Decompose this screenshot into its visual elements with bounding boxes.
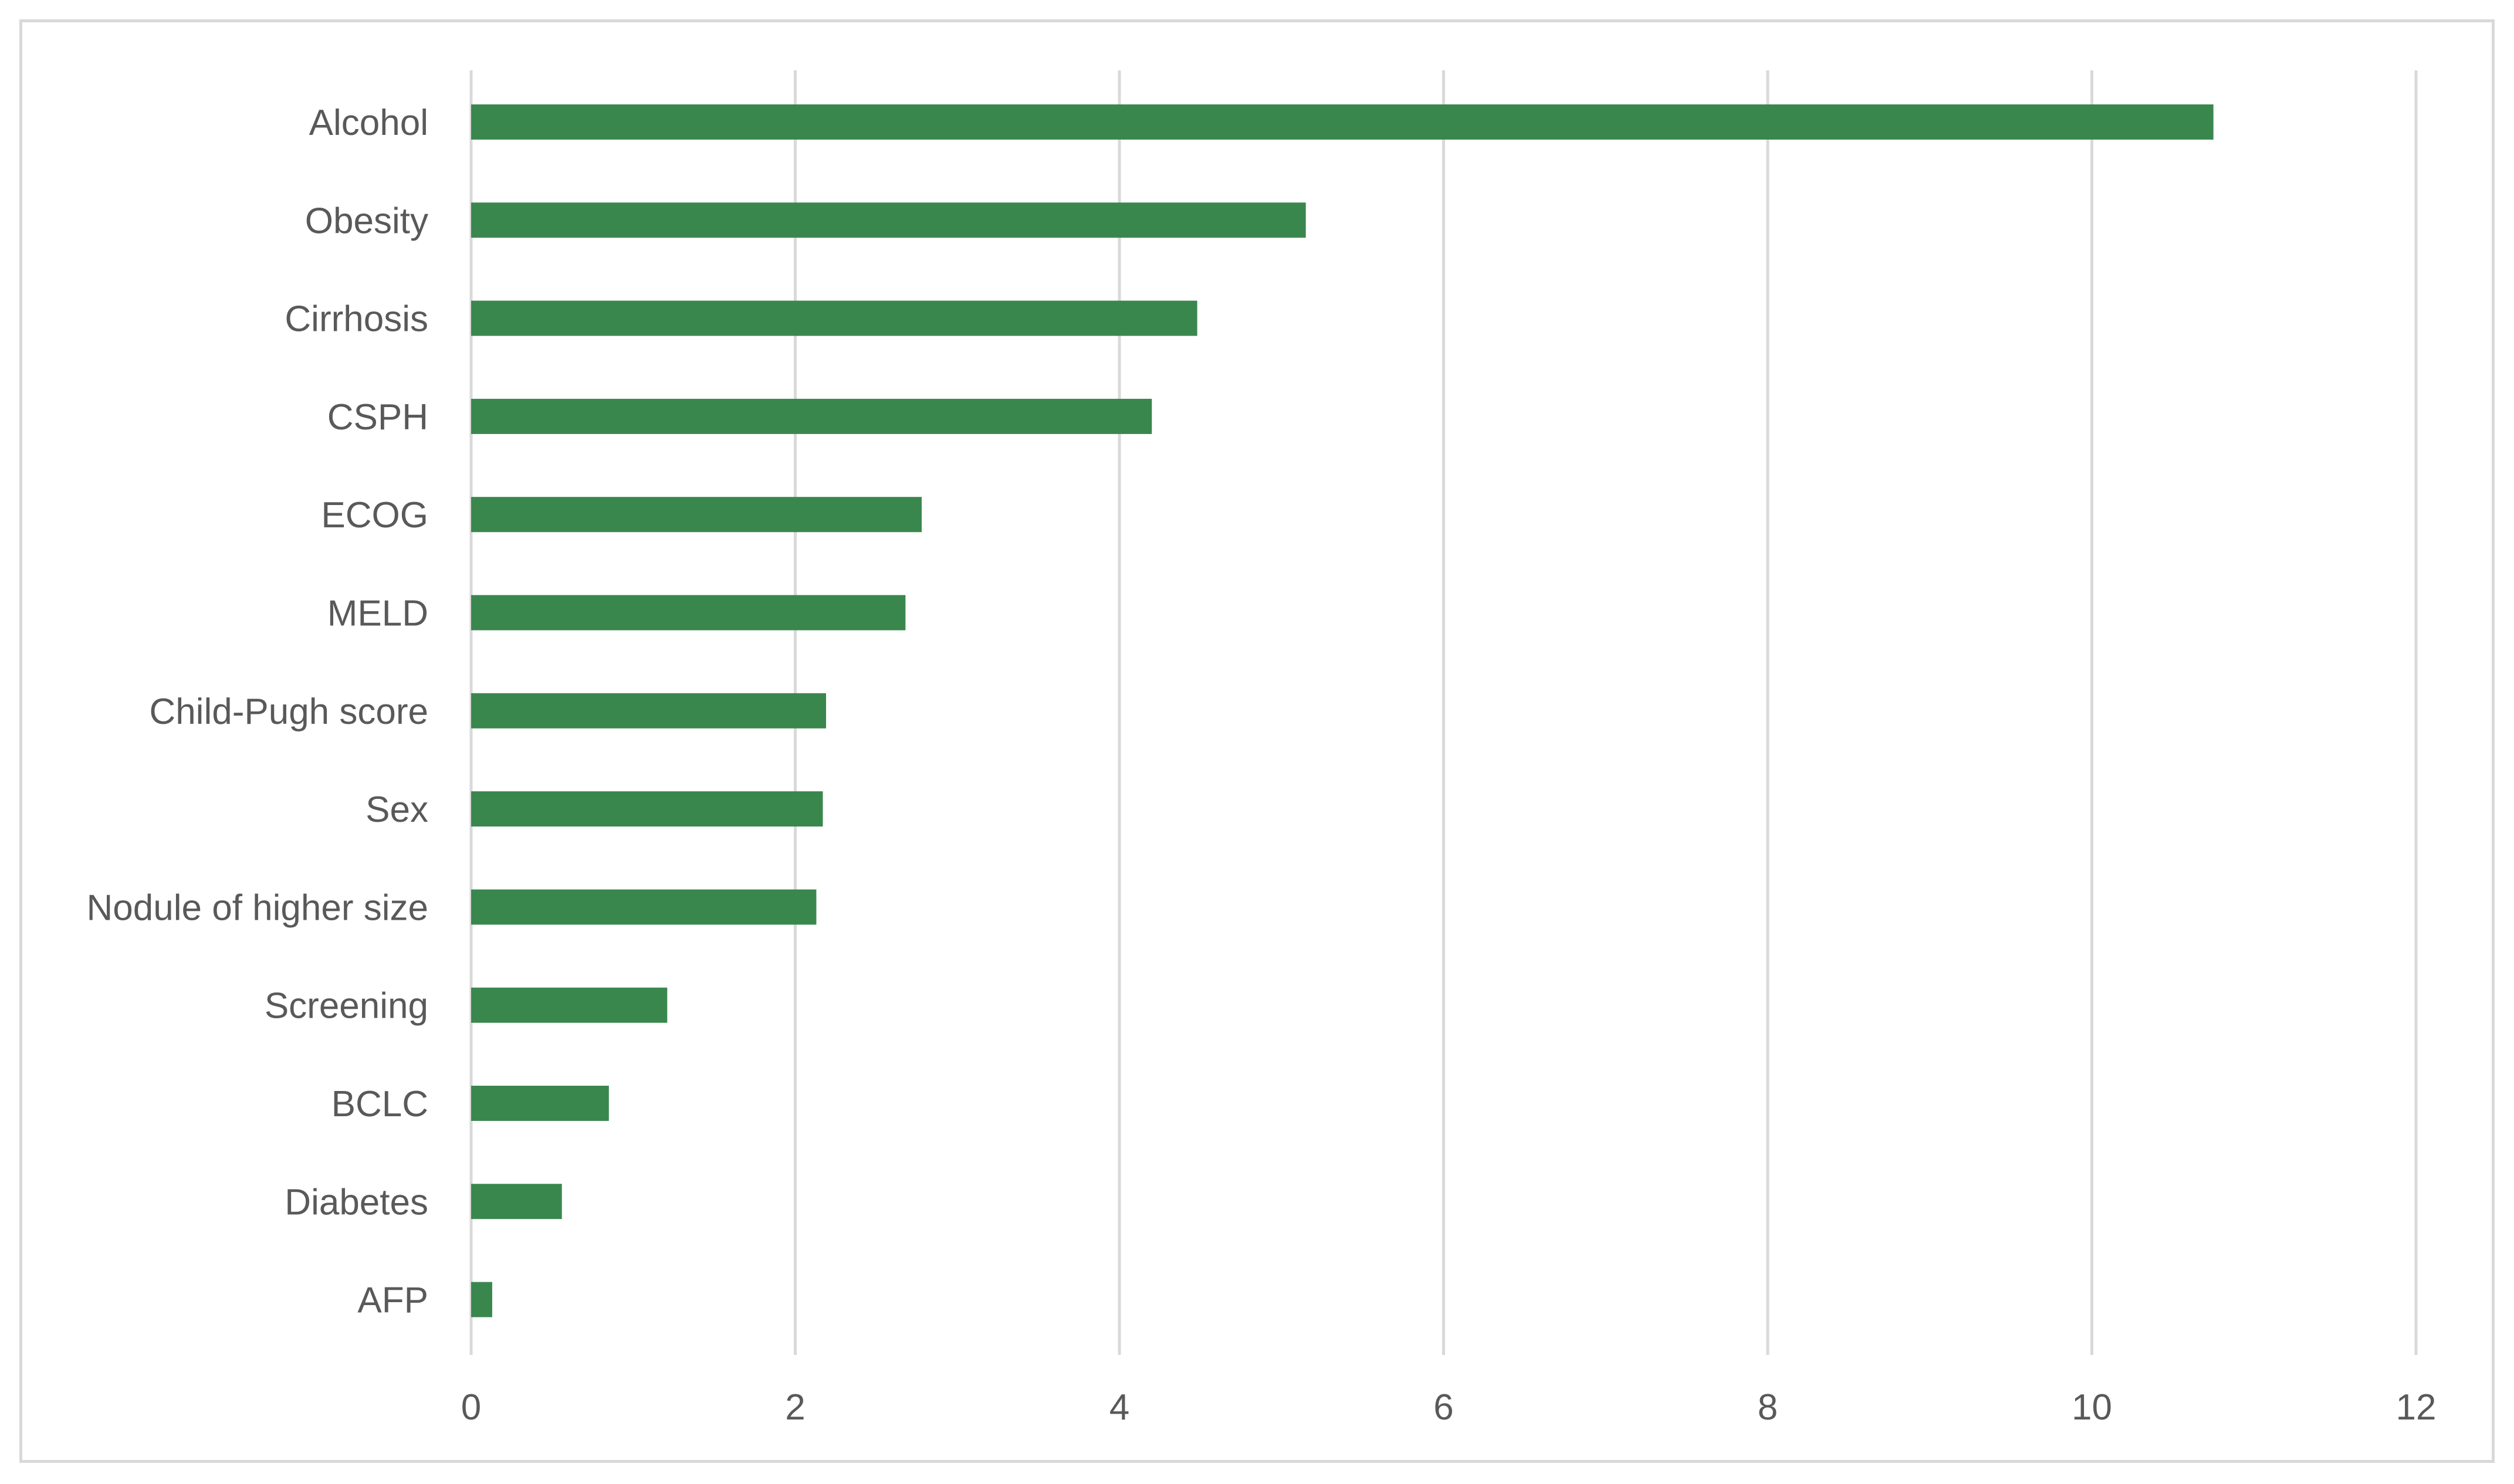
bar-nodule-of-higher-size xyxy=(471,889,817,925)
bar-diabetes xyxy=(471,1184,562,1219)
category-label: ECOG xyxy=(321,495,428,536)
chart-area xyxy=(19,19,2495,1463)
bar-bclc xyxy=(471,1086,609,1121)
category-label: BCLC xyxy=(331,1084,428,1124)
category-labels: Alcohol Obesity Cirrhosis CSPH ECOG MELD Child… xyxy=(87,103,428,1321)
bar-screening xyxy=(471,987,668,1023)
x-axis-tick-labels: 0 2 4 6 8 10 12 xyxy=(461,1387,2437,1428)
x-tick-label: 4 xyxy=(1109,1387,1129,1428)
category-label: CSPH xyxy=(327,397,428,438)
category-label: Nodule of higher size xyxy=(87,887,428,928)
category-label: Diabetes xyxy=(285,1182,428,1222)
category-label: Alcohol xyxy=(309,103,428,143)
x-tick-label: 8 xyxy=(1758,1387,1778,1428)
bar-child-pugh-score xyxy=(471,693,826,729)
x-tick-label: 2 xyxy=(785,1387,805,1428)
x-tick-label: 10 xyxy=(2072,1387,2112,1428)
bar-alcohol xyxy=(471,104,2214,140)
bar-sex xyxy=(471,791,823,827)
bar-meld xyxy=(471,595,906,631)
bar-obesity xyxy=(471,202,1306,238)
category-label: MELD xyxy=(327,594,428,634)
bars xyxy=(471,104,2214,1317)
x-tick-label: 12 xyxy=(2396,1387,2437,1428)
bar-afp xyxy=(471,1282,492,1317)
category-label: Child-Pugh score xyxy=(149,692,428,732)
category-label: Sex xyxy=(366,790,428,830)
bar-csph xyxy=(471,398,1152,434)
category-label: Screening xyxy=(265,986,428,1026)
category-label: Cirrhosis xyxy=(285,299,428,340)
gridlines xyxy=(469,70,2418,1355)
category-label: AFP xyxy=(357,1280,428,1321)
x-tick-label: 6 xyxy=(1433,1387,1453,1428)
bar-cirrhosis xyxy=(471,300,1197,336)
bar-ecog xyxy=(471,497,922,533)
x-tick-label: 0 xyxy=(461,1387,481,1428)
category-label: Obesity xyxy=(305,201,428,241)
